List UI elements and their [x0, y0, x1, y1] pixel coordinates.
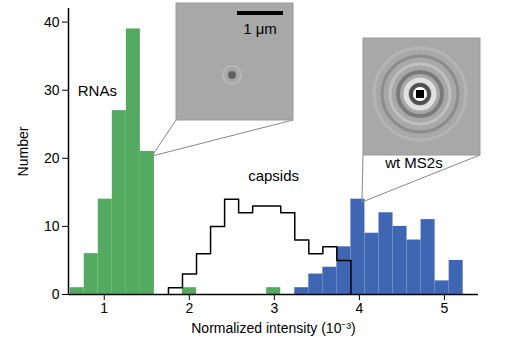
svg-text:3: 3	[270, 300, 278, 316]
svg-text:Number: Number	[15, 126, 31, 176]
svg-text:wt MS2s: wt MS2s	[384, 154, 443, 171]
svg-text:Normalized intensity (10⁻³): Normalized intensity (10⁻³)	[191, 320, 356, 336]
svg-text:5: 5	[441, 300, 449, 316]
svg-text:10: 10	[44, 218, 60, 234]
svg-text:1: 1	[100, 300, 108, 316]
svg-text:RNAs: RNAs	[78, 82, 117, 99]
svg-text:capsids: capsids	[248, 167, 299, 184]
svg-text:0: 0	[52, 286, 60, 302]
svg-text:1 μm: 1 μm	[243, 20, 277, 37]
svg-text:4: 4	[356, 300, 364, 316]
svg-text:40: 40	[44, 14, 60, 30]
svg-text:20: 20	[44, 150, 60, 166]
svg-text:2: 2	[185, 300, 193, 316]
svg-text:30: 30	[44, 82, 60, 98]
